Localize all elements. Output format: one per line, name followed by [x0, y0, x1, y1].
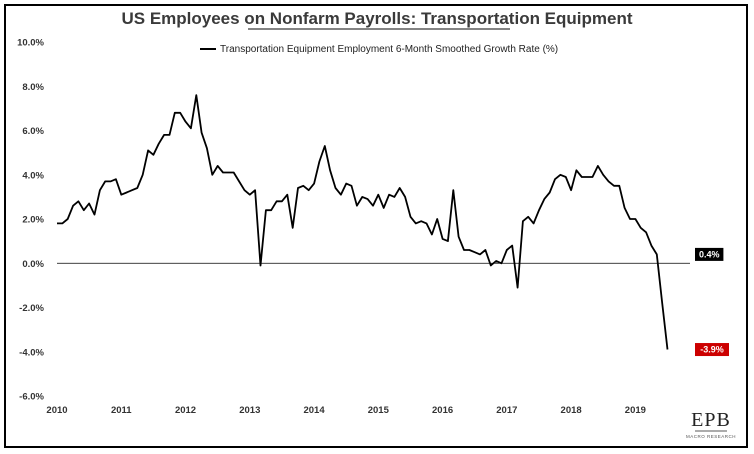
- x-tick-label: 2018: [561, 405, 582, 416]
- series-line: [57, 94, 669, 350]
- value-badge-label: -3.9%: [700, 345, 724, 355]
- x-tick-label: 2016: [432, 405, 453, 416]
- y-tick-label: -4.0%: [19, 347, 44, 358]
- x-tick-label: 2015: [368, 405, 390, 416]
- epb-logo: EPB MACRO RESEARCH: [686, 409, 736, 439]
- y-tick-label: 8.0%: [22, 82, 44, 93]
- y-tick-label: 6.0%: [22, 126, 44, 137]
- chart-frame: [4, 4, 748, 448]
- value-badge-label: 0.4%: [699, 250, 720, 260]
- y-tick-label: 4.0%: [22, 170, 44, 181]
- y-tick-label: -2.0%: [19, 303, 44, 314]
- x-tick-label: 2013: [239, 405, 260, 416]
- x-tick-label: 2012: [175, 405, 196, 416]
- value-badge-bg: [695, 247, 724, 261]
- value-badge: -3.9%: [695, 343, 729, 357]
- logo-text: EPB: [691, 409, 731, 431]
- x-tick-label: 2019: [625, 405, 646, 416]
- y-tick-label: -6.0%: [19, 392, 44, 403]
- y-tick-label: 10.0%: [17, 38, 44, 49]
- logo-subtext: MACRO RESEARCH: [686, 434, 736, 439]
- y-tick-label: 2.0%: [22, 215, 44, 226]
- value-badge-bg: [695, 343, 729, 357]
- legend-label: Transportation Equipment Employment 6-Mo…: [220, 44, 558, 55]
- x-tick-label: 2014: [303, 405, 325, 416]
- x-tick-label: 2010: [46, 405, 67, 416]
- x-tick-label: 2011: [111, 405, 132, 416]
- y-tick-label: 0.0%: [22, 259, 44, 270]
- value-badge: 0.4%: [695, 247, 724, 261]
- x-tick-label: 2017: [496, 405, 517, 416]
- chart-title: US Employees on Nonfarm Payrolls: Transp…: [121, 9, 632, 28]
